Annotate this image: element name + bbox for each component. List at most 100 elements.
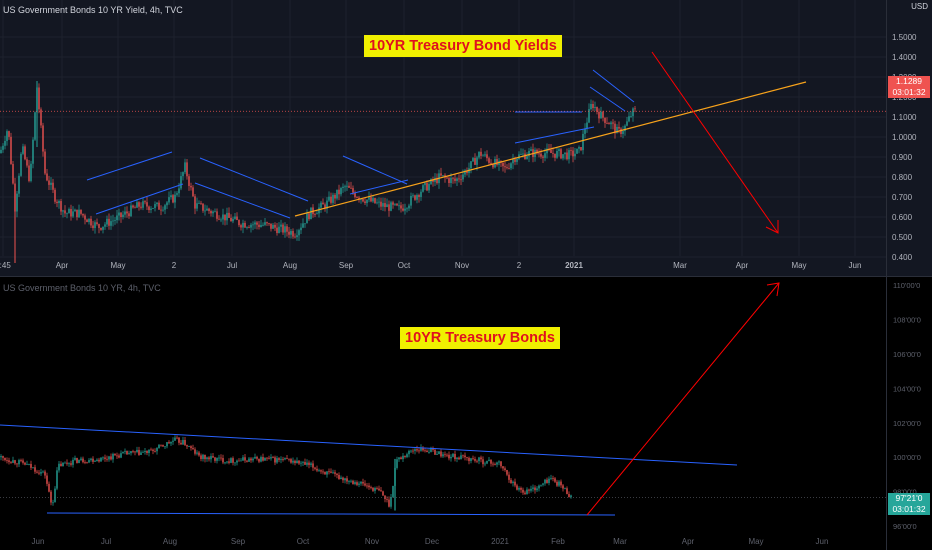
bond-candle-body [340,477,342,480]
bond-candle-body [488,459,490,461]
yield-x-tick-label: Aug [283,261,297,270]
bond-candle-body [544,479,546,484]
yield-x-tick-label: May [110,261,125,270]
yield-candle-body [330,196,332,203]
yield-y-tick-label: 1.1000 [892,113,917,122]
bond-candle-body [532,487,534,489]
yield-candle-body [154,204,156,208]
bond-candle-body [32,467,34,469]
yield-candle-body [258,224,260,227]
currency-label: USD [911,2,928,11]
bond-candle-body [390,496,392,507]
yield-candle-body [232,218,234,222]
bond-candle-body [418,450,420,452]
yield-candle-body [142,201,144,208]
bond-candle-body [156,447,158,452]
bond-candle-body [140,452,142,455]
yield-candle-body [470,161,472,169]
yield-candle-body [260,225,262,227]
bond-candle-body [262,457,264,461]
bond-candle-body [344,478,346,481]
yield-candle-body [270,223,272,229]
bond-candle-body [286,458,288,459]
bond-candle-body [60,463,62,467]
bond-candle-body [280,459,282,460]
yield-candle-body [256,222,258,225]
yield-candle-body [302,223,304,228]
bond-candle-body [230,458,232,463]
yield-candle-body [562,154,564,159]
bond-candle-body [496,462,498,465]
bond-candle-body [492,463,494,465]
yield-candle-body [600,111,602,119]
yield-candle-body [566,152,568,160]
bond-y-tick-label: 104'00'0 [893,384,921,393]
yield-candle-body [334,194,336,199]
bond-candle-body [308,462,310,465]
yield-candle-body [236,216,238,220]
bond-x-tick-label: Mar [613,537,627,546]
yield-candle-body [160,209,162,211]
bond-candle-body [180,442,182,445]
yield-candle-body [380,201,382,207]
bond-candle-body [350,480,352,482]
yield-candle-body [112,220,114,222]
yield-candle-body [336,189,338,199]
bond-up-arrow-head [766,282,780,297]
bond-candle-body [238,460,240,462]
yield-candle-body [130,205,132,217]
yield-candle-body [560,149,562,159]
bond-candle-body [218,457,220,459]
yield-candle-body [450,177,452,183]
bond-candle-body [536,488,538,491]
yield-candle-body [476,157,478,165]
bond-x-tick-label: Apr [682,537,695,546]
bond-candle-body [332,472,334,474]
yield-countdown-badge: 03:01:32 [888,87,930,98]
bond-candle-body [550,478,552,479]
yield-candle-body [540,153,542,157]
yield-candle-body [372,198,374,202]
bond-candle-body [458,457,460,460]
yield-candle-body [200,202,202,204]
yield-candle-body [214,211,216,213]
bond-candle-body [100,457,102,462]
yield-candle-body [480,151,482,156]
bond-candle-body [250,458,252,461]
yield-candle-body [430,179,432,184]
bond-candle-body [376,487,378,489]
bond-x-tick-label: Dec [425,537,439,546]
bond-candle-body [214,457,216,461]
bond-candle-body [78,460,80,463]
yield-candle-body [116,215,118,221]
bond-candle-body [152,449,154,451]
yield-down-arrow-head [765,220,779,234]
bond-candle-body [316,468,318,471]
bond-candle-body [354,482,356,484]
bond-y-tick-label: 106'00'0 [893,350,921,359]
bond-candle-body [476,460,478,462]
yield-candle-body [604,117,606,123]
bond-candle-body [300,462,302,464]
yield-candle-body [4,140,6,146]
yield-candle-body [40,109,42,126]
yield-candle-body [96,222,98,225]
bond-candle-body [134,451,136,453]
bond-y-tick-label: 108'00'0 [893,316,921,325]
yield-candle-body [28,165,30,181]
bond-candle-body [548,478,550,483]
yield-channel-line [342,155,408,185]
bond-candle-body [284,458,286,460]
bond-candle-body [562,485,564,489]
yield-candle-body [162,209,164,211]
bond-candle-body [260,457,262,462]
yield-candle-body [192,187,194,197]
bond-candle-body [14,460,16,464]
yield-candle-body [506,167,508,169]
bond-candle-body [232,458,234,463]
yield-candle-body [580,147,582,151]
bond-candle-body [208,457,210,460]
bond-candle-body [34,467,36,472]
bond-candle-body [310,463,312,465]
